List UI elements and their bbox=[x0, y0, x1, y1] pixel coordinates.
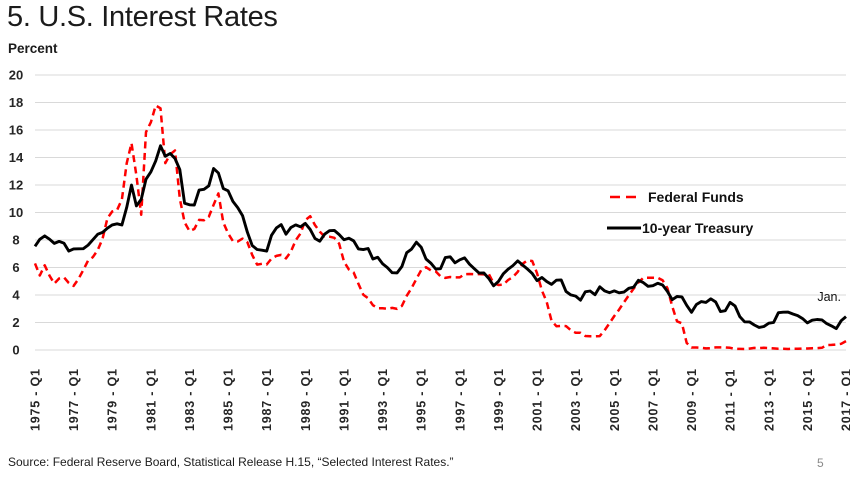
source-citation: Source: Federal Reserve Board, Statistic… bbox=[8, 455, 454, 469]
y-axis-tick-label: 12 bbox=[9, 178, 23, 193]
x-axis-tick-label: 2011 - Q1 bbox=[724, 369, 738, 431]
interest-rates-chart: 0 2 4 6 8 10 12 14 16 18 20 1975 - Q1 1977 - Q1 1979… bbox=[9, 68, 850, 432]
x-axis-tick-label: 2001 - Q1 bbox=[531, 368, 545, 431]
y-axis-tick-label: 10 bbox=[9, 205, 23, 220]
x-axis-tick-label: 1975 - Q1 bbox=[29, 368, 43, 431]
jan-annotation: Jan. bbox=[817, 290, 841, 304]
y-axis-tick-label: 20 bbox=[9, 68, 23, 83]
x-axis-tick-label: 2015 - Q1 bbox=[801, 368, 815, 431]
y-axis-tick-label: 2 bbox=[12, 315, 19, 330]
x-axis-tick-label: 1983 - Q1 bbox=[183, 368, 197, 431]
y-axis-tick-label: 14 bbox=[9, 150, 24, 165]
y-axis-tick-labels: 0 2 4 6 8 10 12 14 16 18 20 bbox=[9, 68, 24, 358]
x-axis-tick-label: 2009 - Q1 bbox=[685, 368, 699, 431]
treasury-series-line bbox=[33, 144, 847, 331]
y-axis-tick-label: 6 bbox=[12, 260, 19, 275]
x-axis-tick-label: 1979 - Q1 bbox=[106, 368, 120, 431]
legend-treasury-label: 10-year Treasury bbox=[642, 220, 754, 236]
y-axis-tick-label: 18 bbox=[9, 95, 23, 110]
page-title: 5. U.S. Interest Rates bbox=[7, 1, 278, 33]
x-axis-tick-label: 1977 - Q1 bbox=[67, 368, 81, 431]
x-axis-tick-label: 2007 - Q1 bbox=[646, 368, 660, 431]
page-number: 5 bbox=[817, 456, 824, 470]
y-axis-units-label: Percent bbox=[8, 41, 58, 56]
y-axis-tick-label: 8 bbox=[12, 233, 19, 248]
x-axis-tick-label: 1993 - Q1 bbox=[376, 368, 390, 431]
x-axis-tick-label: 1995 - Q1 bbox=[415, 368, 429, 431]
x-axis-tick-labels: 1975 - Q1 1977 - Q1 1979 - Q1 1981 - Q1 1983… bbox=[29, 368, 850, 431]
y-axis-tick-label: 4 bbox=[12, 288, 20, 303]
x-axis-tick-label: 1985 - Q1 bbox=[222, 368, 236, 431]
legend-federal-funds-label: Federal Funds bbox=[648, 189, 744, 205]
x-axis-tick-label: 1997 - Q1 bbox=[453, 368, 467, 431]
x-axis-tick-label: 2013 - Q1 bbox=[762, 368, 776, 431]
x-axis-tick-label: 2017 - Q1 bbox=[840, 368, 850, 431]
x-axis-tick-label: 1999 - Q1 bbox=[492, 368, 506, 431]
series-lines bbox=[33, 104, 847, 351]
x-axis-tick-label: 2003 - Q1 bbox=[569, 368, 583, 431]
y-axis-tick-label: 16 bbox=[9, 123, 23, 138]
x-axis-tick-label: 1987 - Q1 bbox=[260, 368, 274, 431]
y-axis-tick-label: 0 bbox=[12, 343, 19, 358]
x-axis-tick-label: 1989 - Q1 bbox=[299, 368, 313, 431]
x-axis-tick-label: 1991 - Q1 bbox=[337, 368, 351, 431]
x-axis-tick-label: 1981 - Q1 bbox=[144, 368, 158, 431]
gridlines bbox=[35, 74, 846, 351]
legend: Federal Funds 10-year Treasury bbox=[607, 189, 754, 236]
x-axis-tick-label: 2005 - Q1 bbox=[608, 368, 622, 431]
